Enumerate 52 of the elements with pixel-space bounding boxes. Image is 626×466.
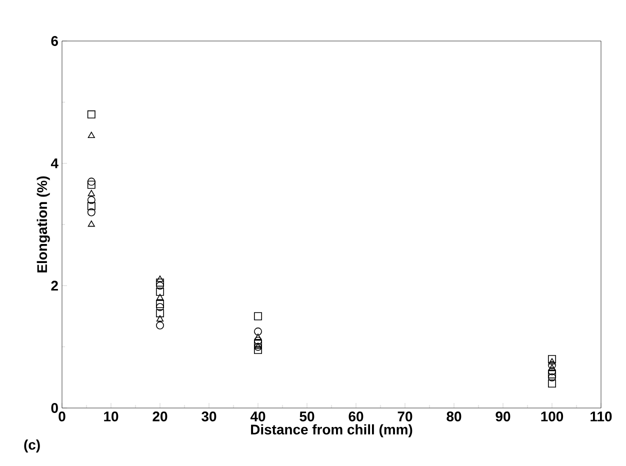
x-tick-label: 100 — [541, 412, 564, 422]
point — [548, 373, 556, 382]
point — [548, 380, 556, 388]
point — [88, 220, 95, 227]
x-tick-label: 70 — [398, 412, 412, 422]
point — [254, 312, 262, 320]
x-tick-label: 60 — [348, 412, 364, 422]
point — [156, 321, 164, 330]
point — [87, 178, 96, 186]
point — [548, 370, 556, 378]
x-tick-label: 40 — [250, 412, 266, 422]
point — [156, 288, 164, 296]
point — [548, 367, 556, 376]
text: (c) — [24, 439, 40, 452]
y-tick-label: 6 — [51, 36, 58, 46]
point — [548, 364, 556, 370]
point — [254, 346, 262, 354]
point — [254, 334, 262, 340]
point — [87, 208, 96, 216]
point — [254, 328, 262, 336]
y-tick-label: 4 — [50, 158, 58, 168]
point — [87, 110, 96, 118]
x-tick-label: 80 — [446, 412, 462, 422]
point — [548, 355, 556, 364]
point — [254, 336, 262, 345]
point — [87, 180, 96, 189]
point — [548, 358, 556, 364]
point — [87, 196, 96, 204]
x-tick-label: 20 — [152, 412, 168, 422]
point — [156, 294, 164, 300]
point — [88, 132, 95, 138]
x-tick-label: 0 — [58, 412, 66, 422]
point — [156, 300, 164, 308]
point — [156, 303, 164, 312]
point — [87, 202, 96, 210]
point — [156, 276, 164, 282]
point — [88, 190, 95, 196]
y-tick-label: 2 — [51, 280, 58, 291]
x-tick-label: 30 — [202, 412, 216, 422]
point — [156, 278, 164, 287]
point — [548, 361, 556, 370]
point — [254, 340, 262, 348]
x-axis-title: Distance from chill (mm) — [251, 424, 412, 438]
x-tick-label: 50 — [300, 412, 314, 422]
x-tick-label: 110 — [590, 412, 612, 422]
point — [156, 309, 164, 318]
y-axis-title: Elongation (%) — [36, 176, 50, 272]
point — [156, 315, 164, 322]
x-tick-label: 90 — [496, 412, 510, 422]
x-tick-label: 10 — [104, 412, 118, 422]
point — [156, 282, 164, 290]
y-tick-label: 0 — [51, 403, 58, 413]
